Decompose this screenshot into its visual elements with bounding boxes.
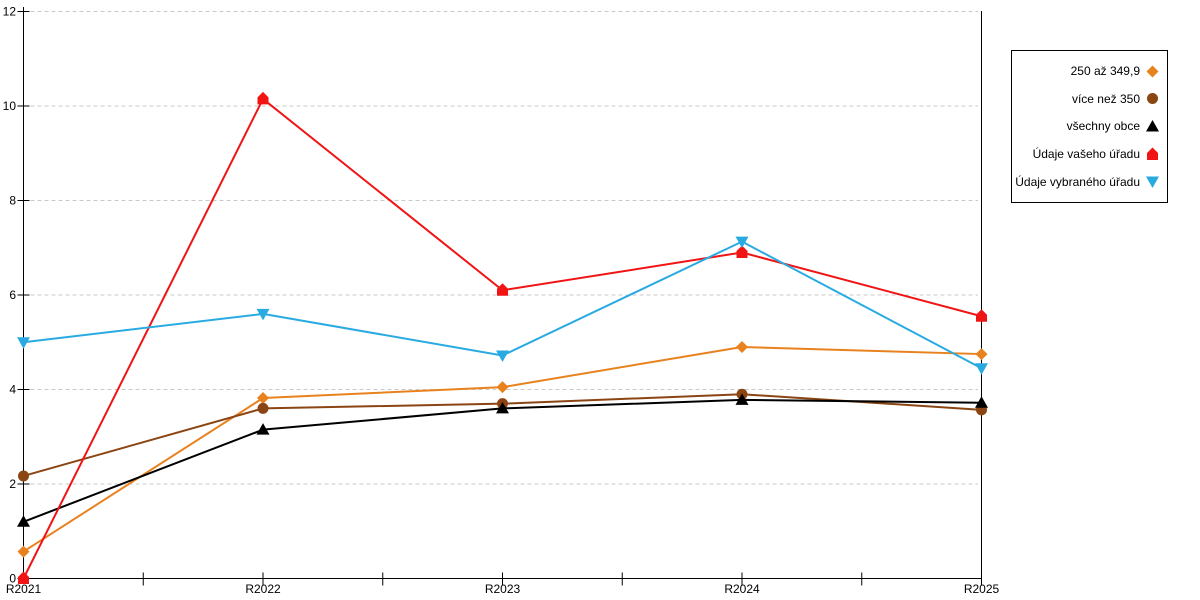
legend-label: více než 350	[1071, 91, 1140, 106]
triangle-up-marker-icon	[256, 423, 270, 435]
y-tick-label: 8	[9, 194, 16, 208]
legend-label: všechny obce	[1066, 119, 1140, 134]
diamond-marker-icon	[975, 348, 988, 361]
pentagon-marker-icon	[257, 91, 269, 105]
pentagon-marker-icon	[18, 571, 29, 584]
triangle-down-marker-icon	[17, 337, 30, 349]
diamond-marker-icon	[736, 340, 748, 353]
circle-marker-icon	[1147, 93, 1158, 105]
legend-marker-swatch	[1146, 176, 1159, 189]
y-tick-label: 2	[9, 477, 16, 491]
series-triangle-down	[17, 236, 988, 375]
triangle-up-marker-icon	[735, 393, 749, 405]
pentagon-marker-icon	[976, 309, 987, 322]
legend-item: 250 až 349,9	[1012, 64, 1167, 79]
legend-label: Údaje vašeho úřadu	[1032, 147, 1140, 162]
diamond-marker-icon	[17, 545, 30, 558]
diamond-marker-icon	[496, 381, 509, 394]
legend-item: Údaje vašeho úřadu	[1012, 147, 1167, 162]
x-tick-label: R2024	[724, 582, 760, 596]
series-pentagon	[18, 91, 987, 584]
triangle-down-marker-icon	[1146, 176, 1159, 189]
triangle-down-marker-icon	[975, 363, 988, 375]
series-line	[23, 398, 982, 523]
series-diamond	[17, 340, 988, 558]
triangle-up-marker-icon	[496, 401, 509, 414]
triangle-down-marker-icon	[256, 308, 270, 321]
pentagon-marker-icon	[736, 245, 748, 258]
triangle-up-marker-icon	[17, 515, 30, 527]
y-tick-label: 10	[3, 99, 17, 113]
legend: 250 až 349,9 více než 350 všechny obce Údaj…	[1011, 50, 1168, 203]
series-triangle-up	[17, 393, 988, 527]
circle-marker-icon	[257, 402, 269, 414]
legend-label: Údaje vybraného úřadu	[1015, 174, 1140, 189]
y-tick-label: 0	[9, 572, 16, 586]
legend-marker-swatch	[1146, 65, 1159, 78]
legend-item: více než 350	[1012, 91, 1167, 106]
y-tick-label: 4	[9, 383, 16, 397]
x-tick-label: R2022	[245, 582, 281, 596]
legend-marker-swatch	[1146, 119, 1159, 132]
legend-label: 250 až 349,9	[1070, 64, 1140, 79]
diamond-marker-icon	[257, 392, 269, 405]
x-tick-label: R2025	[964, 582, 1000, 596]
triangle-down-marker-icon	[735, 236, 749, 249]
legend-item: všechny obce	[1012, 119, 1167, 134]
diamond-marker-icon	[1146, 65, 1159, 78]
triangle-down-marker-icon	[496, 350, 509, 362]
series-line	[22, 97, 982, 579]
pentagon-marker-icon	[497, 283, 508, 296]
series-line	[22, 345, 982, 553]
circle-marker-icon	[18, 470, 29, 482]
x-tick-label: R2023	[485, 582, 521, 596]
pentagon-marker-icon	[1147, 147, 1158, 160]
triangle-up-marker-icon	[975, 396, 988, 408]
x-tick-label: R2021	[6, 582, 42, 596]
y-tick-label: 6	[9, 288, 16, 302]
legend-marker-swatch	[1147, 147, 1158, 160]
y-tick-label: 12	[3, 5, 17, 19]
legend-marker-swatch	[1147, 93, 1158, 105]
triangle-up-marker-icon	[1146, 119, 1159, 132]
legend-item: Údaje vybraného úřadu	[1012, 174, 1167, 189]
